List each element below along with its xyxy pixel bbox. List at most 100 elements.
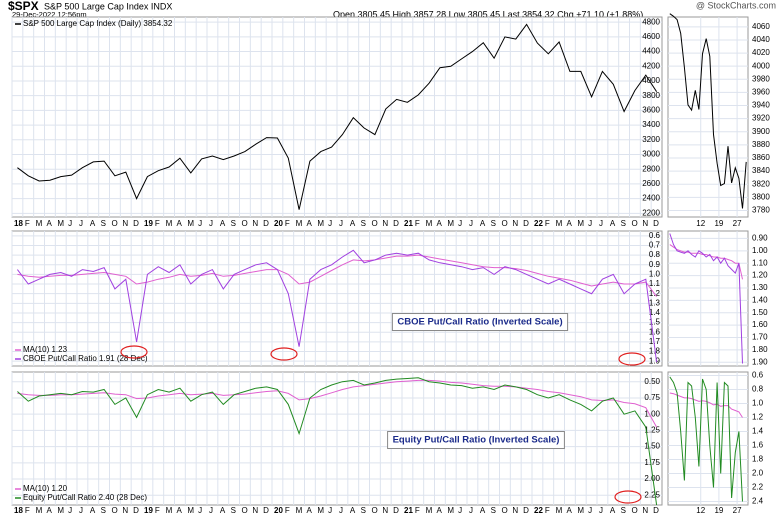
y-tick-label: 2400: [642, 194, 660, 203]
y-tick-label: 0.8: [649, 250, 661, 259]
series-line: [669, 244, 743, 280]
x-tick-label: F: [25, 506, 30, 515]
y-tick-label: 1.30: [752, 283, 768, 292]
y-tick-label: 1.2: [752, 413, 764, 422]
x-tick-label: N: [642, 219, 648, 228]
annotation-box: [391, 313, 569, 332]
x-tick-label: M: [317, 219, 324, 228]
x-tick-label: D: [393, 506, 399, 515]
y-tick-label: 1.60: [752, 320, 768, 329]
y-tick-label: 3600: [642, 105, 660, 114]
x-tick-label: 22: [534, 506, 543, 515]
legend-label: S&P 500 Large Cap Index (Daily) 3854.32: [23, 19, 173, 28]
x-tick-label: N: [122, 219, 128, 228]
y-tick-label: 0.75: [644, 393, 660, 402]
x-tick-label: M: [426, 506, 433, 515]
y-tick-label: 1.4: [649, 308, 661, 317]
y-tick-label: 1.00: [644, 409, 660, 418]
y-tick-label: 1.7: [649, 337, 661, 346]
y-tick-label: 1.90: [752, 357, 768, 366]
x-tick-label: J: [339, 219, 343, 228]
x-tick-label: S: [491, 506, 496, 515]
y-tick-label: 1.80: [752, 345, 768, 354]
x-tick-label: M: [577, 219, 584, 228]
y-tick-label: 3840: [752, 166, 770, 175]
x-tick-label: M: [577, 506, 584, 515]
x-tick-label: S: [491, 219, 496, 228]
y-tick-label: 1.40: [752, 295, 768, 304]
y-tick-label: 3980: [752, 74, 770, 83]
x-tick-label: N: [382, 506, 388, 515]
x-tick-label: O: [372, 219, 378, 228]
y-tick-label: 4600: [642, 32, 660, 41]
y-tick-label: 4040: [752, 35, 770, 44]
x-tick-label: 22: [534, 219, 543, 228]
y-tick-label: 0.50: [644, 377, 660, 386]
y-tick-label: 1.70: [752, 333, 768, 342]
x-tick-label: A: [307, 506, 313, 515]
legend-label: CBOE Put/Call Ratio 1.91 (28 Dec): [23, 354, 148, 363]
series-line: [669, 392, 743, 418]
panel: [667, 371, 749, 506]
x-tick-label: J: [79, 219, 83, 228]
x-tick-label: A: [350, 506, 356, 515]
x-tick-label: A: [437, 506, 443, 515]
x-tick-label: J: [68, 506, 72, 515]
x-tick-label: M: [296, 219, 303, 228]
x-tick-label: J: [328, 506, 332, 515]
y-tick-label: 3880: [752, 140, 770, 149]
x-tick-label: F: [285, 506, 290, 515]
x-tick-label: J: [198, 219, 202, 228]
x-tick-label: J: [469, 506, 473, 515]
y-tick-label: 0.6: [752, 371, 764, 380]
y-tick-label: 2800: [642, 164, 660, 173]
x-tick-label: O: [242, 219, 248, 228]
y-tick-label: 3800: [642, 91, 660, 100]
series-line: [17, 249, 658, 363]
x-tick-label: J: [209, 506, 213, 515]
y-tick-label: 2600: [642, 179, 660, 188]
x-tick-label: O: [372, 506, 378, 515]
x-tick-label: O: [632, 219, 638, 228]
x-tick-label: F: [155, 219, 160, 228]
y-tick-label: 1.5: [649, 318, 661, 327]
x-tick-label: S: [621, 506, 626, 515]
y-tick-label: 1.0: [752, 399, 764, 408]
x-tick-label: O: [632, 506, 638, 515]
y-tick-label: 3800: [752, 192, 770, 201]
x-tick-label: A: [437, 219, 443, 228]
x-tick-label: 21: [404, 219, 413, 228]
x-tick-label: M: [556, 506, 563, 515]
x-tick-label: 27: [733, 506, 742, 515]
x-tick-label: 21: [404, 506, 413, 515]
x-tick-label: A: [220, 219, 226, 228]
y-tick-label: 3200: [642, 135, 660, 144]
x-tick-label: A: [90, 506, 96, 515]
x-tick-label: 19: [144, 219, 153, 228]
y-tick-label: 1.4: [752, 427, 764, 436]
x-tick-label: O: [112, 219, 118, 228]
highlights: [120, 345, 646, 504]
series-line: [17, 23, 658, 210]
x-tick-label: N: [512, 219, 518, 228]
x-tick-label: M: [317, 506, 324, 515]
x-tick-label: M: [187, 506, 194, 515]
x-tick-label: S: [621, 219, 626, 228]
x-tick-label: M: [57, 219, 64, 228]
y-tick-label: 1.75: [644, 458, 660, 467]
annotation-box: [387, 431, 565, 450]
panel: [667, 16, 749, 218]
x-tick-label: 12: [696, 506, 705, 515]
y-tick-label: 2.25: [644, 490, 660, 499]
x-tick-label: 20: [274, 506, 283, 515]
y-tick-label: 1.9: [649, 356, 661, 365]
x-tick-label: F: [285, 219, 290, 228]
series-line: [669, 13, 747, 209]
symbol-name: S&P 500 Large Cap Index INDX: [44, 1, 172, 11]
x-tick-label: 19: [144, 506, 153, 515]
x-tick-label: J: [328, 219, 332, 228]
y-tick-label: 1.6: [649, 327, 661, 336]
quote: Open 3805.45 High 3857.28 Low 3805.45 La…: [333, 9, 643, 19]
y-tick-label: 0.7: [649, 241, 661, 250]
